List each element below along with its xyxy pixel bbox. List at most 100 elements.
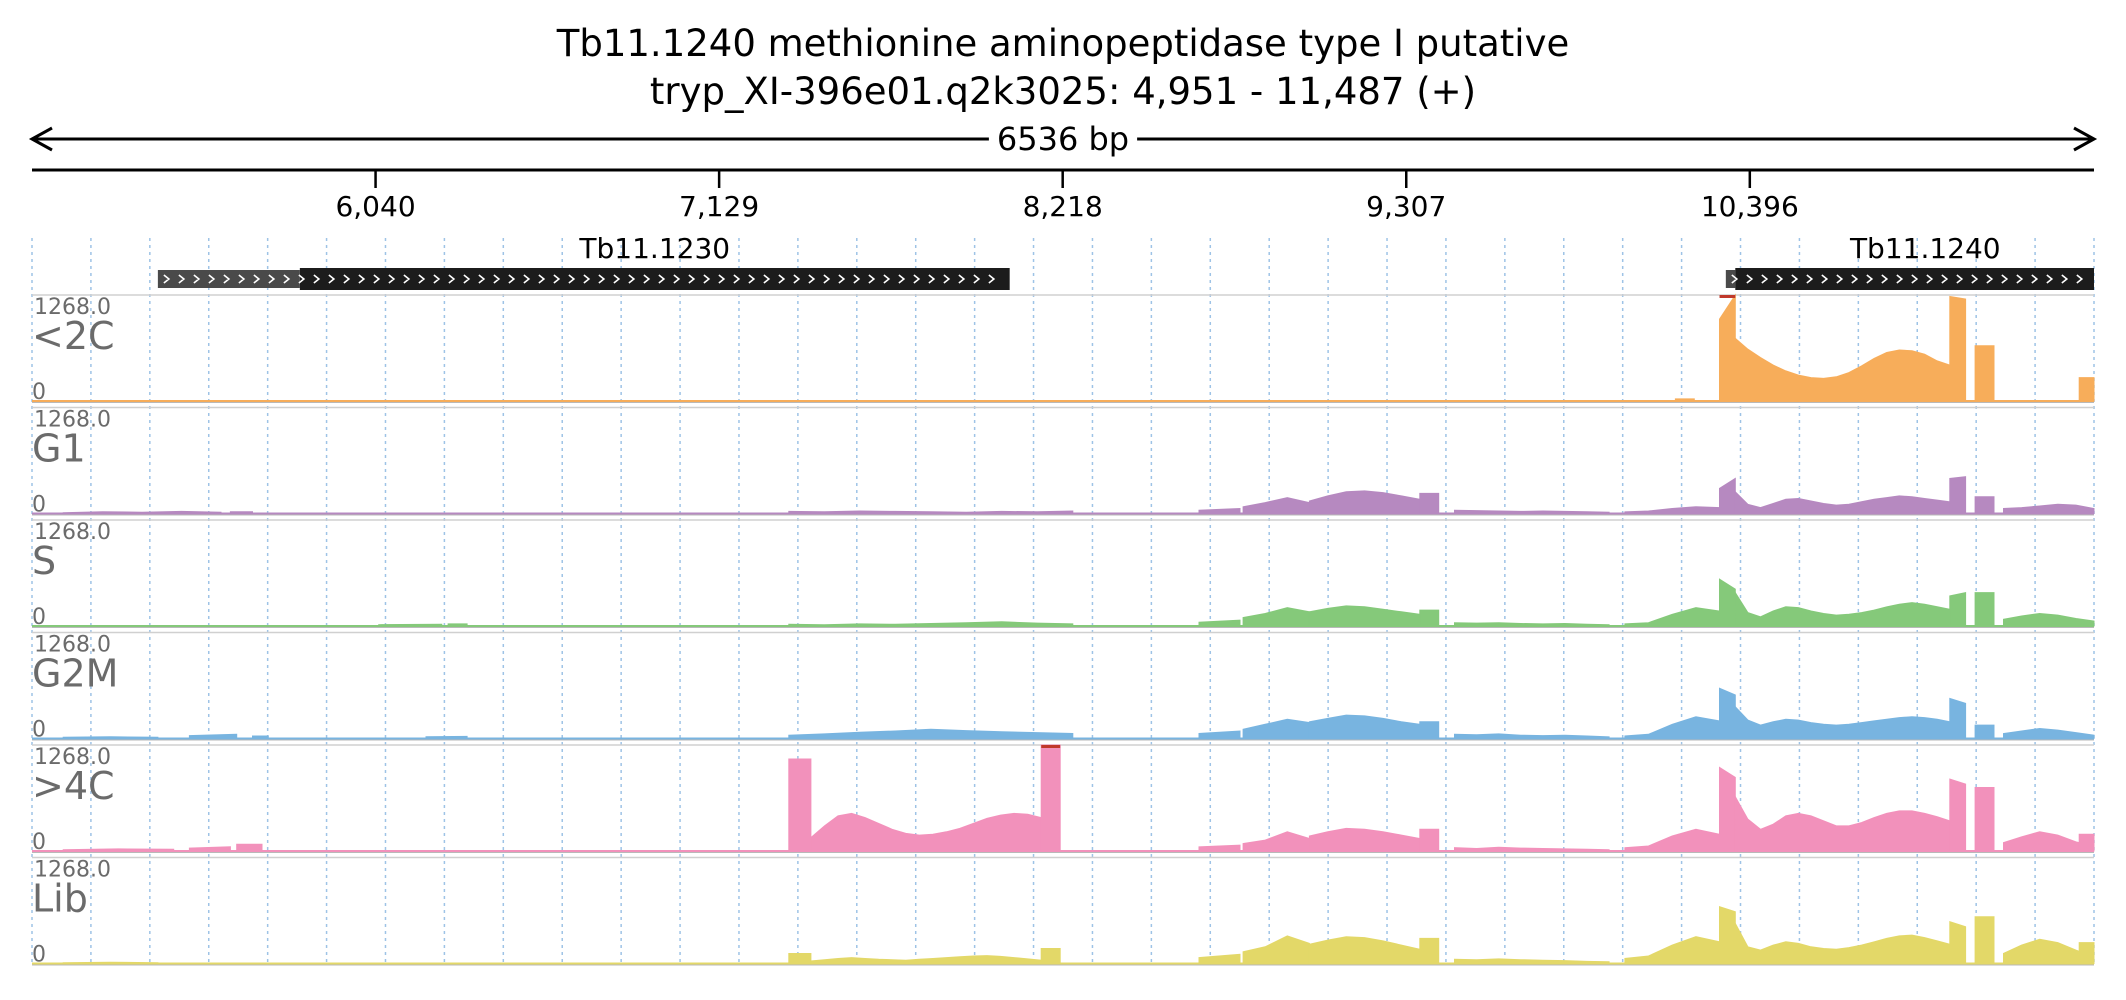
track-name: G2M (32, 652, 118, 696)
coverage-area (1242, 497, 1310, 514)
coverage-area (1719, 766, 1736, 852)
coverage-area (1734, 794, 1951, 852)
coverage-area (1198, 507, 1241, 514)
track-zero-label: 0 (32, 718, 46, 743)
coverage-area (810, 955, 1042, 964)
coverage-area (1734, 337, 1951, 402)
coverage-area (1242, 831, 1310, 852)
coverage-area (378, 623, 443, 627)
coverage-area (62, 848, 175, 852)
gene-annotations: Tb11.1230 Tb11.1240 (157, 232, 2094, 290)
coverage-area (1719, 906, 1736, 964)
coverage-area (1734, 490, 1951, 514)
x-axis-ticks: 6,040 7,129 8,218 9,307 10,396 (335, 170, 1799, 223)
x-tick-label: 9,307 (1366, 190, 1446, 223)
coverage-area (1308, 605, 1421, 627)
coverage-area (1308, 490, 1421, 514)
coverage-area (236, 843, 263, 852)
clipped-peak-marker (1041, 745, 1061, 748)
x-tick-label: 7,129 (679, 190, 759, 223)
strand-chevron-icon (163, 274, 996, 284)
coverage-area (1454, 846, 1610, 852)
coverage-area (1949, 591, 1967, 627)
coverage-area (1454, 958, 1610, 964)
gridlines (31, 238, 2095, 962)
coverage-area (1974, 916, 1995, 964)
gene-model[interactable]: Tb11.1240 (1725, 232, 2094, 290)
track-zero-label: 0 (32, 943, 46, 968)
coverage-area (1454, 622, 1610, 627)
track-name: >4C (32, 764, 115, 808)
coverage-area (1198, 953, 1241, 964)
coverage-area (1454, 733, 1610, 739)
coverage-track: 1268.0<2C 0 (32, 293, 2095, 405)
coverage-area (1719, 477, 1736, 514)
span-arrow-right-icon (2073, 126, 2098, 152)
coverage-area (1242, 718, 1310, 739)
span-arrow-left-icon (28, 126, 53, 152)
gene-cds (1735, 268, 2094, 290)
track-max-label: 1268.0 (34, 295, 111, 320)
track-name: G1 (32, 427, 86, 471)
track-max-label: 1268.0 (34, 858, 111, 883)
track-max-label: 1268.0 (34, 520, 111, 545)
coverage-area (1419, 937, 1440, 964)
coverage-area (1949, 778, 1967, 852)
coverage-area (1454, 509, 1610, 514)
coverage-track: 1268.0G1 0 (32, 406, 2095, 518)
coverage-area (1734, 705, 1951, 739)
coverage-area (2003, 612, 2095, 627)
gene-cds (299, 268, 1010, 290)
coverage-area (1974, 345, 1995, 402)
coverage-area (1949, 295, 1967, 402)
track-name: Lib (32, 877, 88, 921)
chart-subtitle: tryp_XI-396e01.q2k3025: 4,951 - 11,487 (… (649, 70, 1477, 113)
coverage-area (229, 511, 253, 514)
coverage-area (425, 735, 468, 739)
coverage-area (1624, 716, 1720, 739)
coverage-area (1949, 921, 1967, 964)
coverage-area (1974, 592, 1995, 627)
strand-chevron-icon (1731, 274, 2084, 284)
coverage-area (1198, 730, 1241, 739)
coverage-area (1949, 697, 1967, 739)
coverage-track: 1268.0S 0 (32, 519, 2095, 630)
coverage-area (1242, 935, 1310, 964)
coverage-area (1308, 827, 1421, 852)
coverage-area (1419, 828, 1440, 852)
span-length-label: 6536 bp (997, 120, 1129, 158)
coverage-area (62, 961, 159, 964)
coverage-area (810, 812, 1042, 852)
coverage-area (1308, 936, 1421, 964)
coverage-area (788, 621, 1074, 627)
coverage-area (2078, 377, 2095, 402)
coverage-area (1719, 687, 1736, 739)
coverage-area (1040, 744, 1061, 852)
coverage-area (188, 733, 238, 739)
coverage-area (1974, 724, 1995, 739)
gene-label: Tb11.1240 (1849, 232, 2001, 265)
gene-model[interactable]: Tb11.1230 (157, 232, 1010, 290)
track-max-label: 1268.0 (34, 745, 111, 770)
coverage-area (62, 736, 159, 739)
coverage-area (62, 510, 222, 514)
coverage-area (788, 758, 812, 852)
coverage-tracks: 1268.0<2C01268.0G101268.0S01268.0G2M0126… (32, 293, 2095, 968)
track-name: S (32, 539, 56, 583)
coverage-area (2078, 942, 2095, 964)
coverage-area (1624, 936, 1720, 964)
chart-title: Tb11.1240 methionine aminopeptidase type… (556, 22, 1570, 65)
x-tick-label: 10,396 (1701, 190, 1799, 223)
coverage-area (252, 735, 269, 739)
coverage-area (1734, 590, 1951, 627)
track-name: <2C (32, 314, 115, 358)
coverage-area (2003, 503, 2095, 514)
coverage-area (1419, 721, 1440, 739)
coverage-area (1734, 923, 1951, 964)
coverage-area (788, 728, 1074, 739)
gene-utr (1725, 270, 1736, 288)
track-zero-label: 0 (32, 830, 46, 855)
